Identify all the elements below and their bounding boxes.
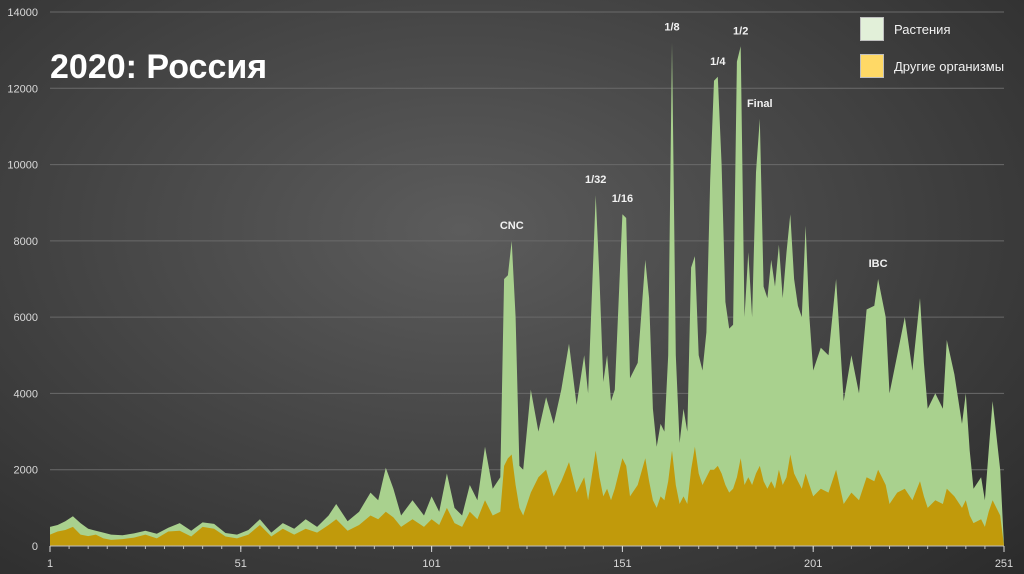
- y-tick-label: 2000: [14, 465, 38, 477]
- y-tick-label: 10000: [7, 160, 38, 172]
- x-tick-label: 1: [47, 558, 53, 570]
- legend-item-other: Другие организмы: [860, 53, 1004, 79]
- x-tick-label: 151: [613, 558, 631, 570]
- chart-title: 2020: Россия: [50, 48, 268, 86]
- annotation-label: 1/16: [612, 193, 633, 205]
- legend-label-other: Другие организмы: [894, 58, 1005, 74]
- x-tick-label: 101: [422, 558, 440, 570]
- y-tick-label: 0: [32, 541, 38, 553]
- legend: Растения Другие организмы: [860, 16, 1004, 90]
- x-tick-label: 201: [804, 558, 822, 570]
- series-area-0: [50, 42, 1004, 546]
- legend-item-plants: Растения: [860, 16, 1004, 42]
- legend-swatch-plants: [860, 17, 884, 41]
- gridlines: [50, 11, 1004, 471]
- legend-swatch-other: [860, 54, 884, 78]
- y-tick-label: 4000: [14, 388, 38, 400]
- y-tick-label: 8000: [14, 236, 38, 248]
- peak-annotations: CNC 1/32 1/16 1/8 1/4 1/2 Final IBC: [500, 22, 888, 270]
- annotation-label: 1/4: [710, 56, 726, 68]
- x-tick-label: 51: [235, 558, 247, 570]
- y-tick-label: 12000: [7, 83, 38, 95]
- y-tick-label: 6000: [14, 312, 38, 324]
- annotation-label: 1/32: [585, 174, 606, 186]
- annotation-label: IBC: [869, 258, 888, 270]
- y-tick-label: 14000: [7, 7, 38, 19]
- legend-label-plants: Растения: [894, 21, 951, 37]
- series-area-1: [50, 446, 1004, 546]
- annotation-label: Final: [747, 98, 773, 110]
- annotation-label: 1/8: [664, 22, 679, 34]
- annotation-label: CNC: [500, 220, 524, 232]
- series-areas: [50, 42, 1004, 546]
- x-tick-label: 251: [995, 558, 1013, 570]
- annotation-label: 1/2: [733, 25, 748, 37]
